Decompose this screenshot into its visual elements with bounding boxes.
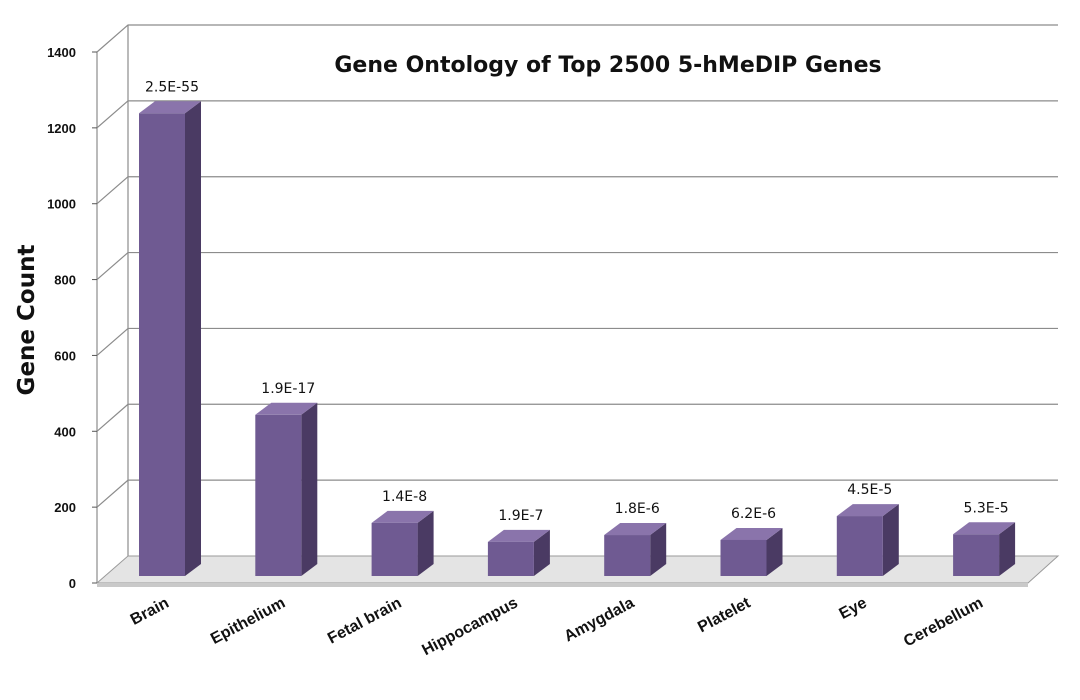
data-label: 6.2E-6 [731,506,776,522]
floor-edge [97,583,1028,587]
bar-side [999,522,1016,576]
bar [255,402,318,576]
chart-floor [95,555,1060,587]
bar-side [301,402,318,576]
y-tick-label: 1200 [47,121,76,136]
bar-top [953,522,1016,535]
y-tick-label: 1000 [47,197,76,212]
category-label: Cerebellum [901,595,986,651]
bar-front [255,414,302,576]
data-labels: 2.5E-55 1.9E-17 1.4E-8 1.9E-7 1.8E-6 6.2E-6 4.… [145,79,1009,524]
bar-front [139,113,185,577]
floor-surface [95,555,1060,584]
y-tick-label: 800 [54,273,76,288]
gridline [96,403,1058,432]
category-label: Eye [837,594,870,622]
data-label: 5.3E-5 [964,500,1009,516]
y-tick-label: 600 [54,348,76,363]
y-tick-label: 400 [54,424,76,439]
category-label: Epithelium [208,595,288,648]
y-tick-label: 1400 [47,45,76,60]
bar-front [836,516,883,576]
bar [604,523,667,576]
bar-top [487,529,550,542]
bar-top [255,402,318,415]
bar-front [604,535,651,576]
bar [720,527,783,576]
data-label: 4.5E-5 [847,482,892,498]
gridline [96,100,1058,129]
gridline [96,24,1058,53]
category-label: Hippocampus [419,594,520,659]
data-label: 1.8E-6 [615,501,660,517]
gridline [96,327,1058,356]
grid-layer [96,24,1058,583]
bar [836,504,899,576]
bar-top [371,510,434,523]
bar-front [953,534,1000,576]
bar-front [371,522,418,576]
y-tick-label: 0 [69,576,76,591]
bar [371,510,434,576]
bar [953,522,1016,576]
bar-side [185,101,201,577]
chart-title: Gene Ontology of Top 2500 5-hMeDIP Genes [334,53,881,78]
bar-top [139,101,201,114]
bar-side [650,523,667,576]
category-label: Brain [128,595,172,629]
gridline [96,176,1058,205]
gridline [96,479,1058,508]
data-label: 2.5E-55 [145,79,199,95]
data-label: 1.4E-8 [382,489,427,505]
gridline [96,251,1058,281]
bar-top [836,504,899,517]
category-label: Fetal brain [325,595,404,648]
bar-top [720,527,783,540]
category-label: Amygdala [562,594,638,645]
y-axis-ticks: 0 200 400 600 800 1000 1200 1400 [47,45,97,591]
bar-front [487,541,534,576]
bar-side [533,529,550,576]
bar-top [604,523,667,536]
bar [487,529,550,576]
data-label: 1.9E-17 [261,381,315,397]
y-tick-label: 200 [54,500,76,515]
data-label: 1.9E-7 [498,508,543,524]
y-axis-label: Gene Count [14,245,40,396]
bar-side [882,504,899,576]
bar [139,101,201,577]
bar-side [417,510,434,576]
bar-front [720,539,767,576]
bars [139,101,1016,577]
x-axis-categories: Brain Epithelium Fetal brain Hippocampus Amy… [128,594,986,659]
bar-side [766,527,783,576]
category-label: Platelet [695,594,754,636]
